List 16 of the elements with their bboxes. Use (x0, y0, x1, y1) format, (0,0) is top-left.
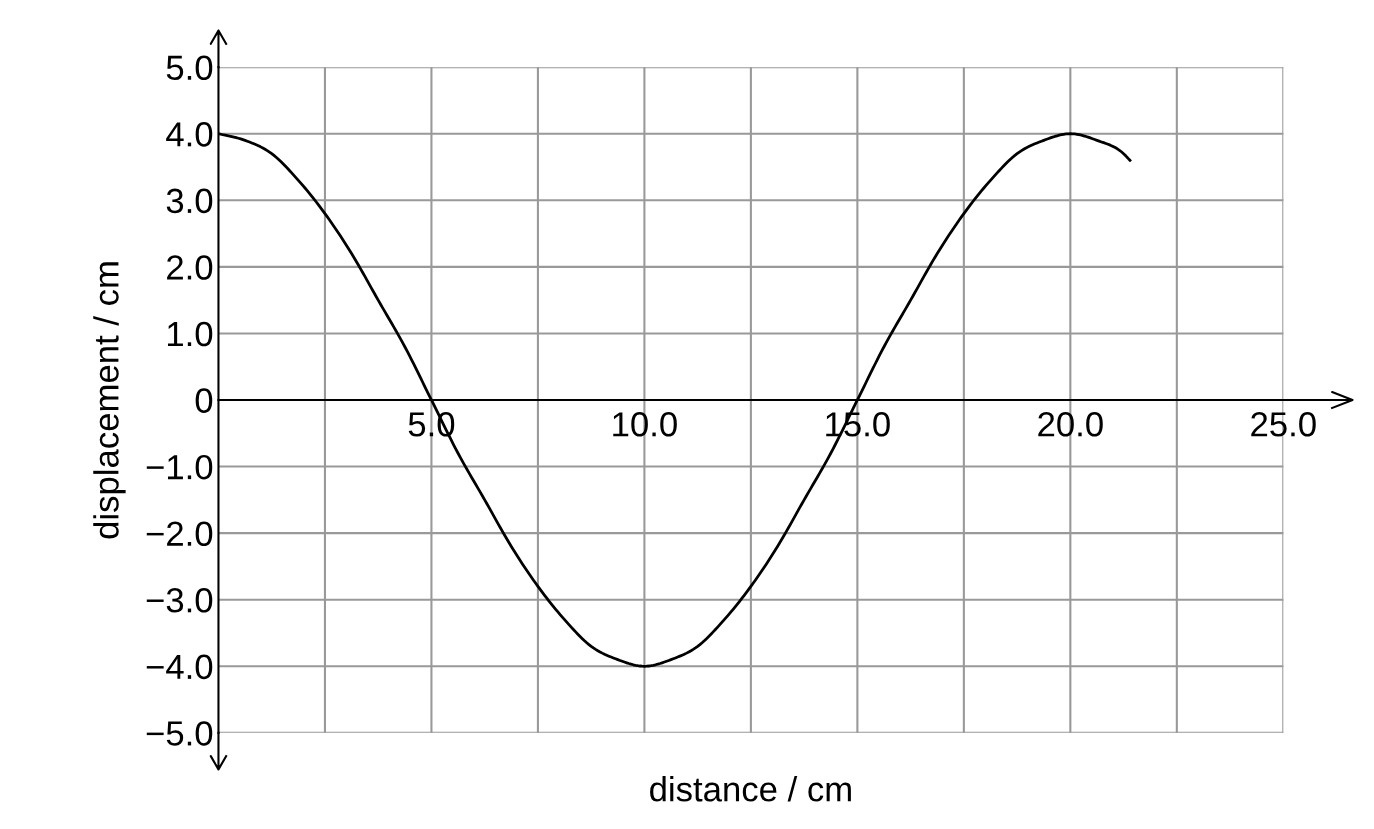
y-tick-label: 0 (195, 388, 213, 413)
y-tick-label: −2.0 (146, 521, 213, 547)
y-tick-label: −1.0 (146, 454, 213, 480)
y-axis-title: displacement / cm (93, 262, 126, 539)
y-tick-label: −3.0 (146, 588, 213, 613)
x-tick-label: 20.0 (1038, 412, 1103, 437)
y-tick-label: −5.0 (146, 721, 213, 746)
y-tick-label: 3.0 (166, 188, 213, 214)
y-tick-label: 2.0 (167, 255, 213, 280)
x-axis-title: distance / cm (650, 776, 851, 802)
x-tick-label: 25.0 (1251, 412, 1316, 437)
x-tick-label: 10.0 (613, 412, 677, 437)
y-tick-label: 1.0 (167, 321, 213, 347)
y-tick-label: 5.0 (166, 55, 213, 81)
y-tick-label: 4.0 (166, 122, 213, 147)
y-tick-label: −4.0 (146, 654, 213, 680)
